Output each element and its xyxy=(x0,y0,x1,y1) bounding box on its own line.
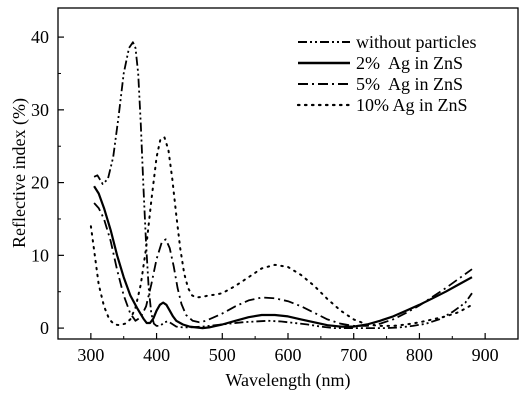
legend-label-1: without particles xyxy=(356,32,476,52)
series-line-1 xyxy=(93,41,473,330)
legend-label-3: 5% Ag in ZnS xyxy=(356,74,463,94)
y-axis-ticks: 0 10 20 30 40 xyxy=(31,27,64,338)
legend-label-4: 10% Ag in ZnS xyxy=(356,95,468,115)
x-tick-label: 300 xyxy=(77,345,104,365)
x-tick-label: 900 xyxy=(472,345,499,365)
x-tick-label: 500 xyxy=(209,345,236,365)
series-layer xyxy=(89,41,473,330)
y-axis-label: Reflective index (%) xyxy=(9,98,30,248)
y-tick-label: 10 xyxy=(31,245,49,265)
x-tick-label: 700 xyxy=(340,345,367,365)
x-tick-label: 400 xyxy=(143,345,170,365)
x-axis-label: Wavelength (nm) xyxy=(225,370,350,391)
series-line-2 xyxy=(93,185,473,330)
x-tick-label: 800 xyxy=(406,345,433,365)
series-line-3 xyxy=(93,202,473,327)
series-line-4 xyxy=(89,136,473,327)
x-tick-label: 600 xyxy=(275,345,302,365)
y-tick-label: 20 xyxy=(31,173,49,193)
x-axis-ticks: 300 400 500 600 700 800 900 xyxy=(57,333,519,365)
legend-label-2: 2% Ag in ZnS xyxy=(356,53,463,73)
y-tick-label: 0 xyxy=(40,318,49,338)
y-tick-label: 30 xyxy=(31,100,49,120)
y-tick-label: 40 xyxy=(31,27,49,47)
